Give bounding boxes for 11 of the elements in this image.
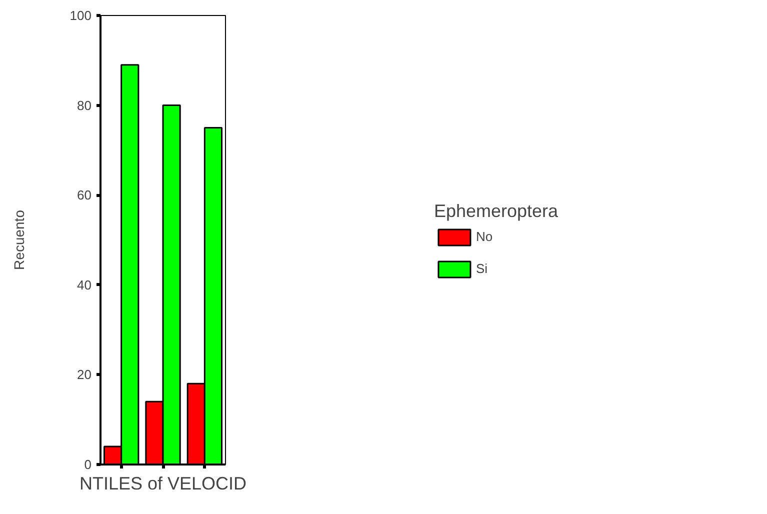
legend-label: No (476, 229, 494, 244)
y-tick-label: 60 (77, 188, 92, 203)
y-tick-label: 0 (84, 457, 92, 472)
y-tick-label: 20 (77, 367, 92, 382)
y-tick-label: 100 (70, 8, 92, 23)
legend-title: Ephemeroptera (434, 200, 558, 222)
y-tick-label: 40 (77, 277, 92, 292)
y-axis-title: Recuento (10, 210, 27, 270)
x-axis-title: NTILES of VELOCID (79, 474, 247, 494)
y-tick-label: 80 (77, 98, 92, 113)
legend-label: Si (476, 261, 489, 276)
